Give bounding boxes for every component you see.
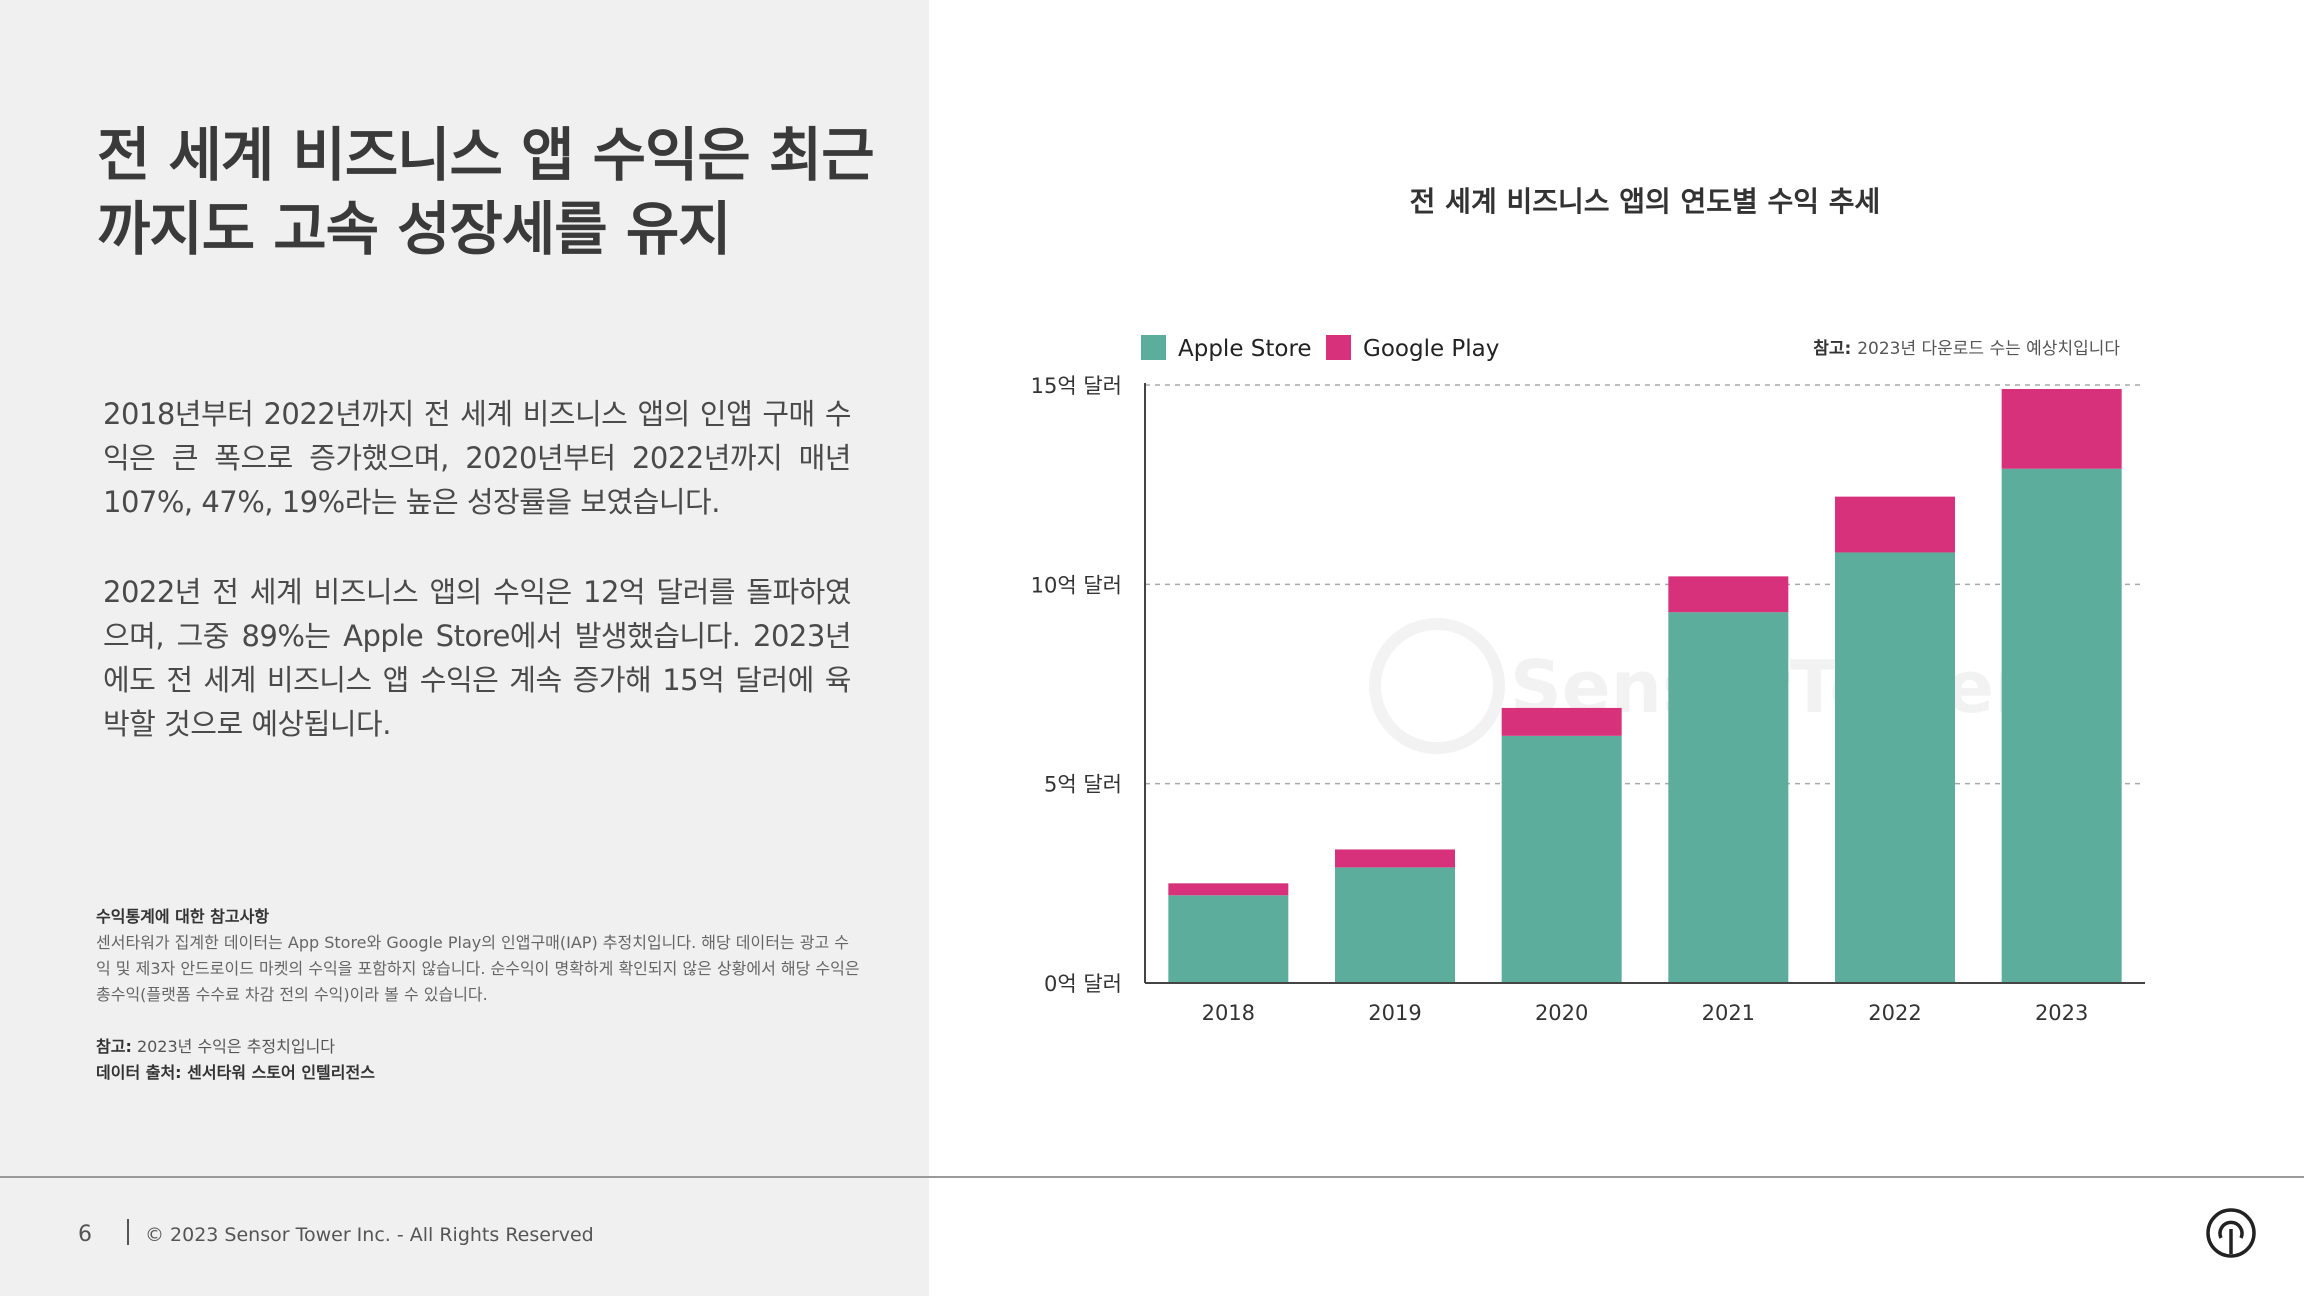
sensor-tower-logo-icon xyxy=(2206,1208,2256,1258)
page-number: 6 xyxy=(78,1222,92,1247)
watermark-logo-icon xyxy=(1369,618,1505,754)
data-source: 데이터 출처: 센서타워 스토어 인텔리전스 xyxy=(96,1060,860,1086)
y-tick-label: 0억 달러 xyxy=(1044,972,1122,996)
x-tick-label: 2021 xyxy=(1702,1001,1755,1025)
legend-label: Apple Store xyxy=(1178,336,1312,362)
chart-note: 참고: 2023년 다운로드 수는 예상치입니다 xyxy=(1813,338,2120,359)
bar-apple-store-2023 xyxy=(2001,468,2122,984)
footer-divider xyxy=(0,1176,2304,1178)
y-tick-label: 15억 달러 xyxy=(1031,374,1122,398)
notes-reference: 참고: 2023년 수익은 추정치입니다 xyxy=(96,1034,860,1060)
x-tick-label: 2019 xyxy=(1368,1001,1421,1025)
bar-apple-store-2019 xyxy=(1335,867,1455,983)
x-tick-label: 2022 xyxy=(1868,1001,1921,1025)
grid xyxy=(1145,384,2145,785)
left-panel xyxy=(0,0,929,1296)
bar-google-play-2022 xyxy=(1835,496,1955,553)
legend: Apple Store Google Play 참고: 2023년 다운로드 수는 … xyxy=(1141,335,2120,362)
bar-google-play-2018 xyxy=(1168,883,1289,896)
bar-apple-store-2020 xyxy=(1501,735,1622,983)
bars xyxy=(1168,388,2122,984)
y-tick-label: 5억 달러 xyxy=(1044,773,1122,797)
body-paragraph-1: 2018년부터 2022년까지 전 세계 비즈니스 앱의 인앱 구매 수익은 큰… xyxy=(103,397,852,519)
data-source-text: 데이터 출처: 센서타워 스토어 인텔리전스 xyxy=(96,1063,375,1082)
notes-title: 수익통계에 대한 참고사항 xyxy=(96,907,270,926)
body-paragraph-2: 2022년 전 세계 비즈니스 앱의 수익은 12억 달러를 돌파하였으며, 그… xyxy=(103,575,852,741)
chart-note-label: 참고: xyxy=(1813,338,1857,359)
bar-apple-store-2018 xyxy=(1168,895,1289,983)
page-title: 전 세계 비즈니스 앱 수익은 최근 까지도 고속 성장세를 유지 xyxy=(97,118,897,266)
footer-separator xyxy=(127,1219,129,1245)
axes: 0억 달러 5억 달러 10억 달러 15억 달러 2018 2019 2020 2021 20… xyxy=(1031,374,2145,1025)
bar-google-play-2019 xyxy=(1335,849,1455,868)
bar-apple-store-2021 xyxy=(1668,612,1789,983)
x-tick-label: 2023 xyxy=(2035,1001,2088,1025)
bar-apple-store-2022 xyxy=(1835,552,1955,983)
chart-note-text: 2023년 다운로드 수는 예상치입니다 xyxy=(1857,339,2120,359)
notes-reference-text: 2023년 수익은 추정치입니다 xyxy=(136,1037,336,1056)
bar-google-play-2021 xyxy=(1668,576,1789,613)
y-tick-label: 10억 달러 xyxy=(1031,573,1122,597)
revenue-notes: 수익통계에 대한 참고사항 센서타워가 집계한 데이터는 App Store와 … xyxy=(96,904,860,1086)
copyright: © 2023 Sensor Tower Inc. - All Rights Re… xyxy=(145,1224,594,1246)
page-title-line-2: 까지도 고속 성장세를 유지 xyxy=(97,195,732,263)
bar-google-play-2020 xyxy=(1501,707,1622,736)
legend-swatch-apple-store xyxy=(1141,335,1166,360)
x-tick-label: 2020 xyxy=(1535,1001,1588,1025)
legend-swatch-google-play xyxy=(1326,335,1351,360)
notes-reference-label: 참고: xyxy=(96,1037,132,1056)
legend-label: Google Play xyxy=(1363,336,1499,362)
chart-title: 전 세계 비즈니스 앱의 연도별 수익 추세 xyxy=(1409,185,1881,218)
page-title-line-1: 전 세계 비즈니스 앱 수익은 최근 xyxy=(97,121,875,189)
notes-body: 센서타워가 집계한 데이터는 App Store와 Google Play의 인… xyxy=(96,933,860,1004)
x-tick-label: 2018 xyxy=(1202,1001,1255,1025)
bar-google-play-2023 xyxy=(2001,388,2122,469)
